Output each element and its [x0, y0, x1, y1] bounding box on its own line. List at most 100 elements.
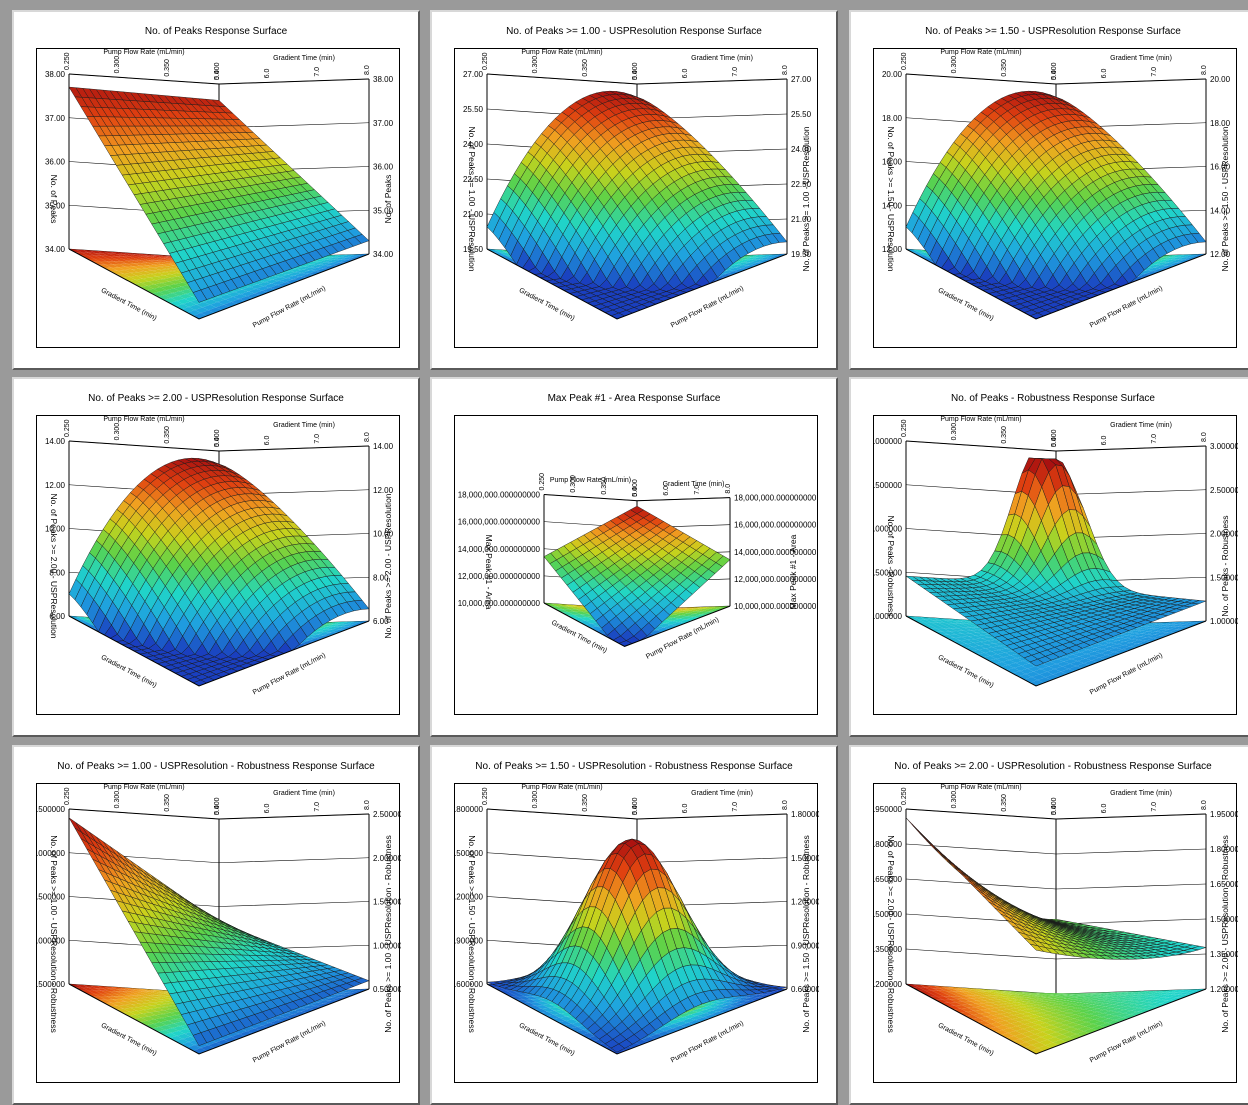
flow-axis-label: Pump Flow Rate (mL/min) [103, 784, 184, 791]
gradient-tick: 6.0 [1101, 803, 1108, 813]
gradient-tick: 6.0 [264, 435, 271, 445]
flow-tick: 0.350 [582, 59, 589, 77]
z-tick-left: 27.00 [463, 70, 484, 79]
z-tick-right: 2.500000 [373, 810, 401, 819]
z-tick-left: 14,000,000.000000000 [458, 545, 541, 554]
z-tick-right: 27.00 [791, 75, 812, 84]
chart-panel: No. of Peaks >= 2.00 - USPResolution Res… [12, 377, 420, 737]
gradient-tick: 5.0 [632, 70, 639, 80]
z-tick-left: 36.00 [45, 158, 66, 167]
z-axis-label-right: No. of Peaks >= 2.00 - USPResolution - R… [1220, 835, 1230, 1033]
z-tick-right: 12,000,000.000000000 [734, 575, 817, 584]
z-tick-left: 20.00 [882, 70, 903, 79]
gradient-tick: 5.0 [214, 805, 221, 815]
flow-axis-label: Pump Flow Rate (mL/min) [521, 784, 602, 791]
flow-tick: 0.300 [532, 791, 539, 809]
chart-title: No. of Peaks >= 2.00 - USPResolution Res… [14, 393, 418, 404]
chart-panel: No. of Peaks >= 1.00 - USPResolution Res… [430, 10, 838, 370]
z-tick-right: 25.50 [791, 110, 812, 119]
z-tick-left: 16,000,000.000000000 [458, 518, 541, 527]
chart-title: Max Peak #1 - Area Response Surface [432, 393, 836, 404]
chart-title: No. of Peaks Response Surface [14, 26, 418, 37]
surface-plot: 6.006.008.008.0010.0010.0012.0012.0014.0… [37, 416, 401, 716]
gradient-tick: 8.0 [364, 800, 371, 810]
flow-axis-label: Pump Flow Rate (mL/min) [940, 49, 1021, 56]
chart-panel: No. of Peaks - Robustness Response Surfa… [849, 377, 1248, 737]
z-axis-label-right: Max Peak #1 - Area [788, 534, 798, 609]
gradient-tick: 7.0 [1151, 67, 1158, 77]
flow-tick: 0.300 [114, 791, 121, 809]
z-axis-label-left: No. of Peaks [49, 175, 59, 224]
flow-axis-label: Pump Flow Rate (mL/min) [940, 784, 1021, 791]
gradient-tick: 5.0 [214, 70, 221, 80]
z-axis-label-left: No. of Peaks >= 1.00 - USPResolution - R… [49, 835, 59, 1033]
gradient-axis-label: Gradient Time (min) [273, 55, 335, 62]
flow-tick: 0.350 [164, 794, 171, 812]
z-tick-left: 2.500000 [37, 805, 66, 814]
gradient-tick: 8.0 [782, 65, 789, 75]
gradient-tick: 6.0 [682, 803, 689, 813]
z-axis-label-right: No. of Peaks - Robustness [1220, 515, 1230, 616]
z-tick-left: 12,000,000.000000000 [458, 572, 541, 581]
surface-plot: 19.5019.5021.0021.0022.5022.5024.0024.00… [455, 49, 819, 349]
floor-contour [906, 984, 1206, 1054]
gradient-tick: 6.0 [264, 803, 271, 813]
gradient-tick: 7.0 [1151, 802, 1158, 812]
gradient-tick: 8.0 [1201, 800, 1208, 810]
flow-tick: 0.250 [901, 419, 908, 437]
chart-panel: Max Peak #1 - Area Response Surface 10,00… [430, 377, 838, 737]
z-axis-label-left: No. of Peaks >= 1.50 - USPResolution [886, 126, 896, 271]
chart-title: No. of Peaks >= 2.00 - USPResolution - R… [851, 761, 1248, 772]
surface-plot: 0.5000000.5000001.0000001.0000001.500000… [37, 784, 401, 1084]
chart-title: No. of Peaks >= 1.50 - USPResolution Res… [851, 26, 1248, 37]
gradient-tick: 7.0 [314, 802, 321, 812]
flow-tick: 0.300 [951, 56, 958, 74]
flow-tick: 0.300 [114, 56, 121, 74]
flow-tick: 0.350 [164, 59, 171, 77]
gradient-axis-label: Gradient Time (min) [1110, 422, 1172, 429]
flow-tick: 0.350 [164, 426, 171, 444]
z-axis-label-left: No. of Peaks - Robustness [886, 515, 896, 616]
z-tick-right: 14,000,000.000000000 [734, 548, 817, 557]
z-tick-right: 16,000,000.000000000 [734, 521, 817, 530]
z-axis-label-right: No. of Peaks >= 2.00 - USPResolution [383, 493, 393, 638]
z-tick-left: 38.00 [45, 70, 66, 79]
surface-plot: 34.0034.0035.0035.0036.0036.0037.0037.00… [37, 49, 401, 349]
flow-tick: 0.250 [901, 52, 908, 70]
gradient-axis-label: Gradient Time (min) [663, 481, 725, 488]
gradient-tick: 7.0 [732, 802, 739, 812]
gradient-axis-label: Gradient Time (min) [273, 422, 335, 429]
flow-tick: 0.300 [532, 56, 539, 74]
gradient-tick: 6.0 [1101, 68, 1108, 78]
plot-frame: 1.2000001.2000001.3500001.3500001.500000… [873, 783, 1237, 1083]
chart-title: No. of Peaks >= 1.00 - USPResolution Res… [432, 26, 836, 37]
z-tick-left: 25.50 [463, 105, 484, 114]
gradient-tick: 7.0 [732, 67, 739, 77]
z-axis-label-left: No. of Peaks >= 1.50 - USPResolution - R… [467, 835, 477, 1033]
gradient-axis-label: Gradient Time (min) [691, 55, 753, 62]
gradient-tick: 6.0 [264, 68, 271, 78]
z-axis-label-left: No. of Peaks >= 2.00 - USPResolution - R… [886, 835, 896, 1033]
z-tick-left: 37.00 [45, 114, 66, 123]
flow-tick: 0.250 [64, 419, 71, 437]
surface-mesh [487, 91, 787, 319]
z-tick-left: 14.00 [45, 437, 66, 446]
z-axis-label-right: No. of Peaks >= 1.00 - USPResolution - R… [383, 835, 393, 1033]
z-axis-label-right: No. of Peaks >= 1.50 - USPResolution [1220, 126, 1230, 271]
flow-axis-label: Pump Flow Rate (mL/min) [550, 477, 631, 484]
gradient-tick: 5.0 [632, 805, 639, 815]
gradient-tick: 5.0 [1051, 70, 1058, 80]
gradient-axis-label: Gradient Time (min) [691, 790, 753, 797]
gradient-axis-label: Gradient Time (min) [273, 790, 335, 797]
flow-axis-label: Pump Flow Rate (mL/min) [103, 49, 184, 56]
flow-tick: 0.250 [64, 52, 71, 70]
z-axis-label-left: No. of Peaks >= 2.00 - USPResolution [49, 493, 59, 638]
z-tick-left: 10,000,000.000000000 [458, 599, 541, 608]
flow-axis-label: Pump Flow Rate (mL/min) [521, 49, 602, 56]
z-tick-right: 34.00 [373, 250, 394, 259]
